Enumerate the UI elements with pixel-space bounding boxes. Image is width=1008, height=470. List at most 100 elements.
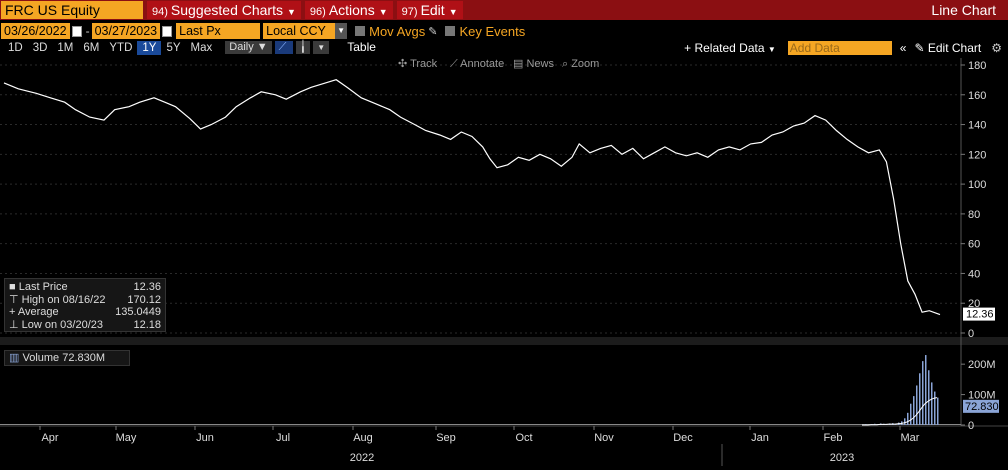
low-marker-icon: ⊥ — [9, 318, 19, 331]
y-tick-label: 80 — [968, 209, 980, 221]
caret-down-icon: ▼ — [286, 7, 296, 17]
timeframe-5y[interactable]: 5Y — [166, 41, 181, 54]
timeframe-group: 1D 3D 1M 6M YTD 1Y 5Y Max — [3, 40, 217, 55]
volume-bar — [907, 412, 909, 425]
field-selector[interactable]: Last Px — [176, 23, 261, 39]
volume-tick-label: 0 — [968, 420, 974, 432]
pencil-icon[interactable]: ✎ — [428, 25, 438, 38]
y-tick-label: 40 — [968, 268, 980, 280]
volume-bar — [916, 385, 918, 425]
volume-bar — [913, 396, 915, 425]
menu-number: 94) — [152, 6, 168, 18]
tool-annotate: ⟋ Annotate — [450, 58, 504, 70]
chevron-down-icon[interactable]: ▼ — [335, 23, 348, 39]
volume-bar — [922, 361, 924, 425]
chart-grid — [0, 64, 961, 334]
x-tick-label: Mar — [901, 432, 920, 444]
volume-bar — [925, 355, 927, 425]
chevron-down-icon[interactable]: ▼ — [313, 41, 330, 54]
menu-label: Actions — [328, 2, 375, 18]
timeframe-6m[interactable]: 6M — [83, 41, 100, 54]
toolbar: 1D 3D 1M 6M YTD 1Y 5Y Max Daily ▼ ⟋ ╽ ▼ Table +… — [0, 40, 1008, 55]
add-data-input[interactable]: Add Data — [787, 40, 892, 55]
key-events-checkbox[interactable] — [445, 26, 456, 36]
collapse-icon[interactable]: « — [899, 40, 907, 55]
volume-bar — [931, 382, 933, 425]
y-tick-label: 180 — [968, 60, 986, 72]
average-marker-icon: + — [9, 306, 16, 318]
y-tick-label: 0 — [968, 328, 974, 340]
table-button[interactable]: Table — [347, 40, 376, 54]
ticker-field[interactable]: FRC US Equity — [1, 1, 143, 19]
x-tick-label: Nov — [594, 432, 614, 444]
y-tick-label: 140 — [968, 120, 986, 132]
price-panel — [3, 79, 941, 316]
actions-menu[interactable]: 96) Actions ▼ — [304, 1, 393, 19]
timeframe-ytd[interactable]: YTD — [109, 41, 133, 54]
chart-area[interactable]: ✣ Track ⟋ Annotate ▤ News ⌕ Zoom 1801601401… — [0, 56, 1008, 470]
date-separator: - — [85, 24, 90, 38]
white-square-icon: ■ — [9, 281, 16, 293]
high-marker-icon: ⊤ — [9, 293, 19, 306]
gear-icon[interactable]: ⚙ — [991, 40, 1002, 55]
y-tick-label: 100 — [968, 179, 986, 191]
timeframe-1y[interactable]: 1Y — [137, 40, 162, 55]
low-value: 12.18 — [133, 318, 161, 331]
edit-menu[interactable]: 97) Edit ▼ — [396, 1, 463, 19]
panel-divider — [0, 337, 1008, 345]
x-axis-ticks: Apr May Jun Jul Aug Sep Oct Nov Dec Jan Feb Mar 2022… — [39, 426, 920, 466]
x-tick-label: Sep — [436, 432, 456, 444]
tool-track: ✣ Track — [398, 58, 438, 70]
currency-selector[interactable]: Local CCY — [263, 23, 336, 39]
calendar-icon[interactable] — [162, 25, 173, 37]
x-tick-label: Feb — [824, 432, 843, 444]
tool-news: ▤ News — [513, 58, 554, 70]
chart-type-title: Line Chart — [931, 2, 996, 18]
average-value: 135.0449 — [115, 306, 161, 318]
last-price-value: 12.36 — [133, 281, 161, 293]
menu-number: 97) — [401, 6, 418, 18]
caret-down-icon: ▼ — [448, 7, 458, 17]
line-chart-icon[interactable]: ⟋ — [274, 41, 293, 54]
menu-label: Edit — [420, 2, 445, 18]
y-tick-label: 120 — [968, 149, 986, 161]
bar-style-icon[interactable]: ╽ — [295, 41, 311, 54]
y-axis-ticks: 180 160 140 120 100 80 60 40 20 0 12.36 200M 100M 0 72… — [961, 60, 1008, 432]
volume-tick-label: 200M — [968, 359, 996, 371]
period-selector[interactable]: Daily ▼ — [225, 41, 272, 54]
timeframe-3d[interactable]: 3D — [32, 41, 48, 54]
title-bar: FRC US Equity 94) Suggested Charts ▼ 96) Ac… — [0, 0, 1008, 20]
timeframe-max[interactable]: Max — [190, 41, 213, 54]
legend-row-high: ⊤ High on 08/16/22 — [9, 293, 105, 307]
calendar-icon[interactable] — [71, 25, 82, 37]
timeframe-1d[interactable]: 1D — [8, 41, 23, 54]
last-price-tag-label: 12.36 — [966, 309, 994, 321]
volume-bar — [934, 391, 936, 425]
tool-zoom: ⌕ Zoom — [562, 58, 599, 70]
key-events-label[interactable]: Key Events — [459, 23, 526, 39]
year-label: 2022 — [350, 452, 374, 464]
menu-label: Suggested Charts — [170, 2, 283, 18]
volume-bar — [937, 397, 939, 425]
mov-avgs-label[interactable]: Mov Avgs — [369, 23, 426, 39]
volume-value: 72.830M — [62, 352, 106, 364]
suggested-charts-menu[interactable]: 94) Suggested Charts ▼ — [147, 1, 301, 19]
x-tick-label: Jul — [276, 432, 290, 444]
x-tick-label: Jan — [751, 432, 769, 444]
low-label: Low on 03/20/23 — [21, 318, 104, 331]
related-data-button[interactable]: + Related Data ▼ — [684, 41, 776, 55]
x-tick-label: Apr — [41, 432, 58, 444]
x-tick-label: Oct — [515, 432, 532, 444]
end-date-field[interactable]: 03/27/2023 — [91, 23, 161, 39]
y-tick-label: 60 — [968, 239, 980, 251]
legend-row-low: ⊥ Low on 03/20/23 — [9, 318, 103, 332]
x-tick-label: Jun — [196, 432, 214, 444]
edit-chart-button[interactable]: ✎ Edit Chart — [914, 41, 981, 55]
mov-avgs-checkbox[interactable] — [355, 26, 366, 36]
volume-panel — [0, 355, 961, 426]
start-date-field[interactable]: 03/26/2022 — [1, 23, 70, 39]
volume-label: Volume — [22, 352, 60, 364]
timeframe-1m[interactable]: 1M — [57, 41, 74, 54]
high-value: 170.12 — [127, 293, 161, 306]
volume-last-tag-label: 72.830M — [965, 401, 1008, 413]
